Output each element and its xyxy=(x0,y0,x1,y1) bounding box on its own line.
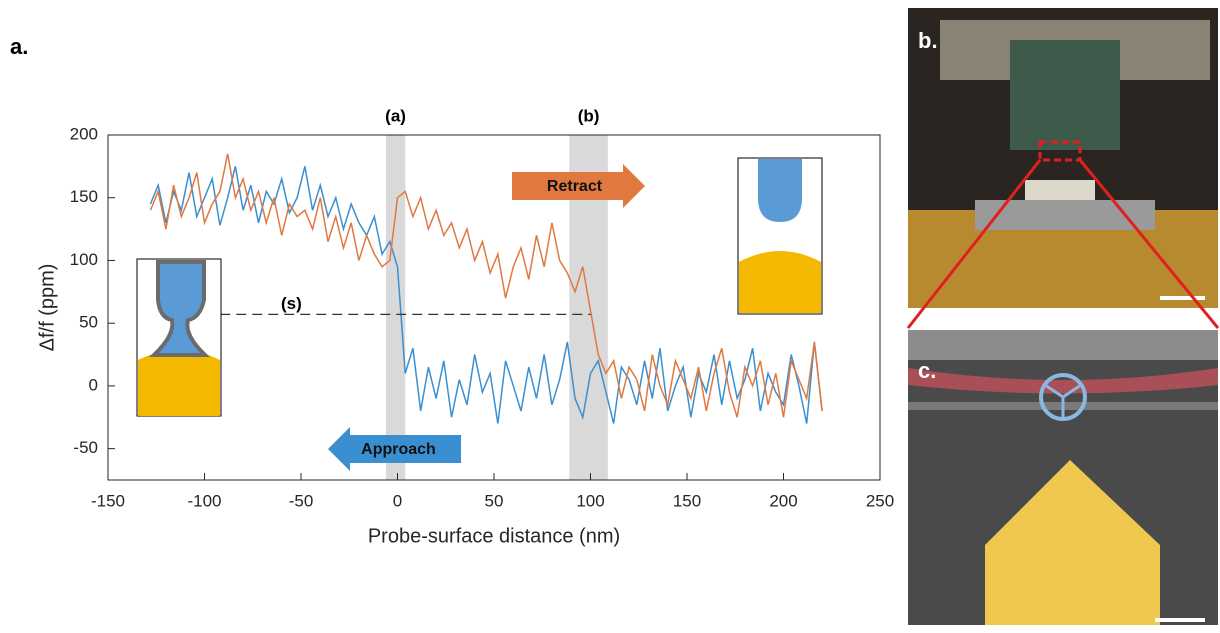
x-tick-label: -100 xyxy=(187,491,221,510)
plot: (a) (b) (s) -150 -100 -50 0 50 100 150 200 250 -50 0 5… xyxy=(36,106,894,547)
spokes xyxy=(1044,383,1082,418)
tip xyxy=(985,460,1160,625)
photo-b: b. xyxy=(908,8,1218,308)
retract-label: Retract xyxy=(547,178,603,195)
threshold-label: (s) xyxy=(281,294,302,313)
probe-bridge xyxy=(149,260,210,357)
ring xyxy=(1039,373,1087,421)
panel-label: a. xyxy=(10,34,28,59)
x-tick-label: -50 xyxy=(289,491,314,510)
zoom-line xyxy=(906,159,1042,329)
x-tick-label: 150 xyxy=(673,491,701,510)
x-tick-label: 100 xyxy=(576,491,604,510)
mount xyxy=(975,200,1155,230)
y-tick-label: 0 xyxy=(89,375,98,394)
panel-label: b. xyxy=(918,28,938,53)
waveguide xyxy=(908,368,1218,394)
approach-arrow xyxy=(328,427,461,471)
retract-arrow xyxy=(512,164,645,208)
y-axis-label: Δf/f (ppm) xyxy=(36,264,58,352)
array xyxy=(908,330,1218,360)
series-line xyxy=(149,166,823,424)
x-tick-label: 50 xyxy=(485,491,504,510)
inset-contact xyxy=(136,258,222,417)
x-axis-label: Probe-surface distance (nm) xyxy=(368,525,620,547)
surface xyxy=(739,251,821,313)
inset-free xyxy=(737,157,823,315)
x-tick-label: 0 xyxy=(393,491,402,510)
band-label: (a) xyxy=(385,106,406,125)
band-label: (b) xyxy=(578,106,600,125)
y-tick-label: -50 xyxy=(73,438,98,457)
chip xyxy=(1010,40,1120,150)
series-line xyxy=(149,153,823,418)
zoom-line xyxy=(1078,159,1220,329)
y-tick-label: 50 xyxy=(79,313,98,332)
probe xyxy=(758,159,802,222)
y-tick-label: 200 xyxy=(70,124,98,143)
photo-c: c. xyxy=(908,330,1218,625)
y-tick-label: 150 xyxy=(70,187,98,206)
x-tick-label: 200 xyxy=(769,491,797,510)
band xyxy=(385,135,406,480)
zoom-box xyxy=(1038,140,1082,162)
approach-label: Approach xyxy=(361,441,436,458)
x-tick-label: -150 xyxy=(91,491,125,510)
panel-label: c. xyxy=(918,358,936,383)
y-tick-label: 100 xyxy=(70,250,98,269)
x-tick-label: 250 xyxy=(866,491,894,510)
surface xyxy=(138,350,220,416)
